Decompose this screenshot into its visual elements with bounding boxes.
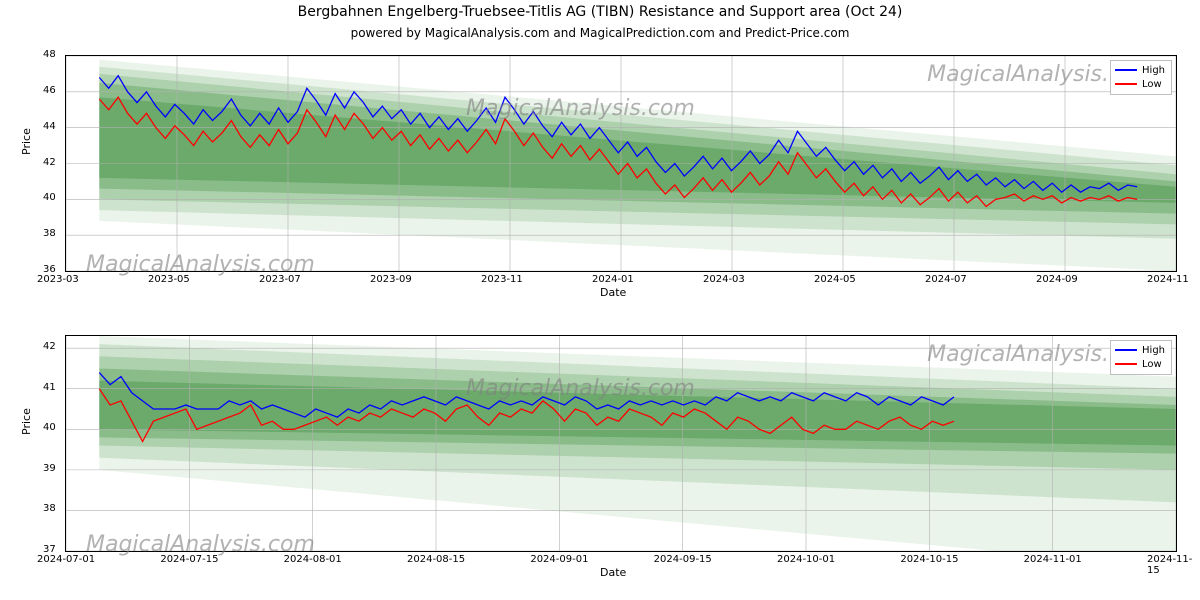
y-axis-label-bottom: Price bbox=[20, 408, 33, 435]
x-tick-label: 2024-08-15 bbox=[407, 554, 465, 565]
x-tick-label: 2024-11-15 bbox=[1147, 554, 1200, 576]
y-axis-label-top: Price bbox=[20, 128, 33, 155]
x-tick-label: 2024-08-01 bbox=[284, 554, 342, 565]
x-tick-label: 2024-11 bbox=[1147, 274, 1189, 285]
x-tick-label: 2024-07-01 bbox=[37, 554, 95, 565]
legend-item-high: High bbox=[1115, 343, 1165, 357]
legend-label-low: Low bbox=[1142, 79, 1162, 90]
legend-swatch-high bbox=[1115, 349, 1137, 351]
bottom-chart-svg bbox=[66, 336, 1176, 551]
legend-swatch-low bbox=[1115, 83, 1137, 85]
watermark-top-center: MagicalAnalysis.com bbox=[466, 96, 695, 121]
y-tick-label: 42 bbox=[43, 157, 56, 168]
y-tick-label: 41 bbox=[43, 382, 56, 393]
chart-title-line1: Bergbahnen Engelberg-Truebsee-Titlis AG … bbox=[0, 4, 1200, 20]
legend-label-high: High bbox=[1142, 345, 1165, 356]
legend-swatch-high bbox=[1115, 69, 1137, 71]
x-tick-label: 2023-07 bbox=[259, 274, 301, 285]
x-tick-label: 2024-10-15 bbox=[900, 554, 958, 565]
y-tick-label: 44 bbox=[43, 121, 56, 132]
y-tick-label: 42 bbox=[43, 341, 56, 352]
x-tick-label: 2024-01 bbox=[592, 274, 634, 285]
x-axis-label-top: Date bbox=[600, 286, 626, 299]
x-tick-label: 2023-05 bbox=[148, 274, 190, 285]
figure: Bergbahnen Engelberg-Truebsee-Titlis AG … bbox=[0, 0, 1200, 600]
x-tick-label: 2023-09 bbox=[370, 274, 412, 285]
support-resistance-bands-top bbox=[99, 60, 1176, 271]
legend-swatch-low bbox=[1115, 363, 1137, 365]
x-tick-label: 2023-11 bbox=[481, 274, 523, 285]
y-tick-label: 48 bbox=[43, 49, 56, 60]
top-chart-svg bbox=[66, 56, 1176, 271]
y-tick-label: 38 bbox=[43, 228, 56, 239]
x-tick-label: 2024-09-15 bbox=[654, 554, 712, 565]
watermark-bottom-center: MagicalAnalysis.com bbox=[466, 376, 695, 401]
bottom-chart-panel: MagicalAnalysis.com MagicalAnalysis.com … bbox=[65, 335, 1177, 552]
chart-title-line2: powered by MagicalAnalysis.com and Magic… bbox=[0, 26, 1200, 40]
x-tick-label: 2024-10-01 bbox=[777, 554, 835, 565]
top-chart-panel: MagicalAnalysis.com MagicalAnalysis.com … bbox=[65, 55, 1177, 272]
x-tick-label: 2024-05 bbox=[814, 274, 856, 285]
legend-item-low: Low bbox=[1115, 357, 1165, 371]
y-tick-label: 38 bbox=[43, 503, 56, 514]
x-tick-label: 2024-07-15 bbox=[160, 554, 218, 565]
y-tick-label: 46 bbox=[43, 85, 56, 96]
y-tick-label: 40 bbox=[43, 422, 56, 433]
x-tick-label: 2024-11-01 bbox=[1024, 554, 1082, 565]
y-tick-label: 39 bbox=[43, 463, 56, 474]
x-tick-label: 2023-03 bbox=[37, 274, 79, 285]
x-tick-label: 2024-07 bbox=[925, 274, 967, 285]
legend-label-high: High bbox=[1142, 65, 1165, 76]
x-tick-label: 2024-09-01 bbox=[530, 554, 588, 565]
support-resistance-bands-bottom bbox=[99, 336, 1176, 551]
x-tick-label: 2024-03 bbox=[703, 274, 745, 285]
legend-bottom: High Low bbox=[1110, 340, 1172, 375]
legend-top: High Low bbox=[1110, 60, 1172, 95]
x-tick-label: 2024-09 bbox=[1036, 274, 1078, 285]
x-axis-label-bottom: Date bbox=[600, 566, 626, 579]
legend-item-low: Low bbox=[1115, 77, 1165, 91]
y-tick-label: 40 bbox=[43, 192, 56, 203]
legend-item-high: High bbox=[1115, 63, 1165, 77]
legend-label-low: Low bbox=[1142, 359, 1162, 370]
